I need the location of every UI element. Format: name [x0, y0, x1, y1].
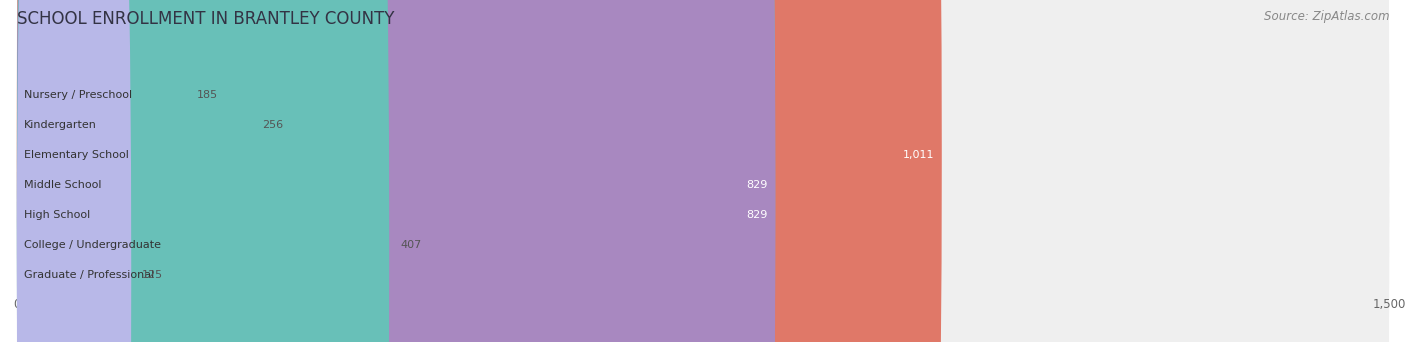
Text: 1,011: 1,011	[903, 150, 935, 160]
Text: 125: 125	[142, 269, 163, 280]
Text: Graduate / Professional: Graduate / Professional	[24, 269, 155, 280]
Text: Elementary School: Elementary School	[24, 150, 129, 160]
Text: 829: 829	[747, 210, 768, 220]
Text: 407: 407	[401, 240, 422, 250]
Text: Source: ZipAtlas.com: Source: ZipAtlas.com	[1264, 10, 1389, 23]
Text: SCHOOL ENROLLMENT IN BRANTLEY COUNTY: SCHOOL ENROLLMENT IN BRANTLEY COUNTY	[17, 10, 394, 28]
FancyBboxPatch shape	[17, 0, 1389, 342]
FancyBboxPatch shape	[17, 0, 389, 342]
FancyBboxPatch shape	[17, 0, 775, 342]
FancyBboxPatch shape	[17, 0, 1389, 342]
FancyBboxPatch shape	[17, 0, 1389, 342]
FancyBboxPatch shape	[17, 0, 1389, 342]
FancyBboxPatch shape	[17, 0, 131, 342]
Text: College / Undergraduate: College / Undergraduate	[24, 240, 162, 250]
FancyBboxPatch shape	[17, 0, 252, 342]
Text: 829: 829	[747, 180, 768, 190]
Text: Nursery / Preschool: Nursery / Preschool	[24, 90, 132, 100]
Text: 256: 256	[262, 120, 283, 130]
Text: High School: High School	[24, 210, 90, 220]
FancyBboxPatch shape	[17, 0, 1389, 342]
Text: Kindergarten: Kindergarten	[24, 120, 97, 130]
FancyBboxPatch shape	[17, 0, 1389, 342]
Text: 185: 185	[197, 90, 218, 100]
FancyBboxPatch shape	[17, 0, 775, 342]
FancyBboxPatch shape	[17, 0, 942, 342]
FancyBboxPatch shape	[17, 0, 1389, 342]
Text: Middle School: Middle School	[24, 180, 101, 190]
FancyBboxPatch shape	[17, 0, 186, 342]
